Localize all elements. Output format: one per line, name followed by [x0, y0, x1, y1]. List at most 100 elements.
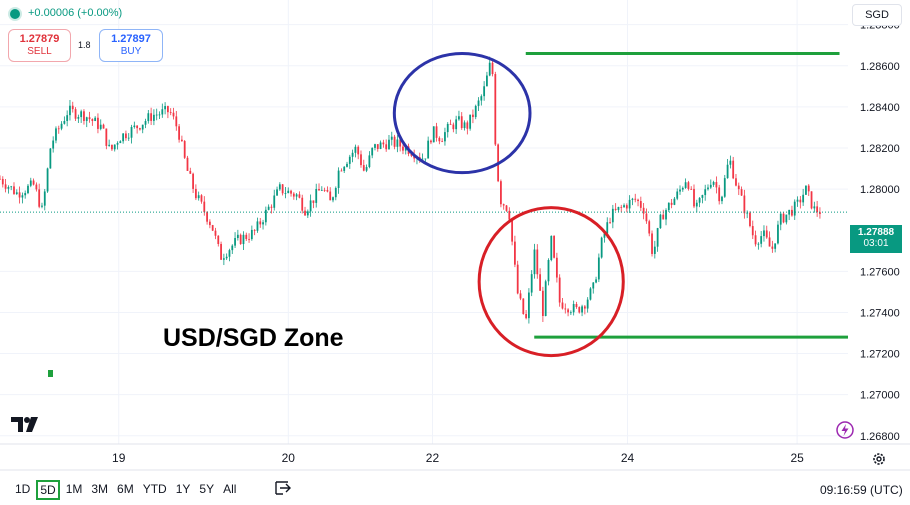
candle-body	[687, 182, 690, 189]
y-tick-label: 1.27400	[860, 307, 900, 319]
candle-body	[1, 178, 4, 185]
x-tick-label: 24	[621, 451, 635, 465]
candle-body	[231, 245, 234, 251]
candle-body	[463, 122, 466, 129]
candle-body	[625, 205, 628, 209]
x-axis[interactable]: 19 20 22 24 25	[112, 451, 804, 465]
candle-body	[586, 299, 589, 309]
candle-body	[597, 257, 600, 280]
range-button-ytd[interactable]: YTD	[142, 482, 167, 496]
candle-body	[421, 158, 424, 160]
candle-body	[304, 210, 306, 216]
gear-icon[interactable]	[871, 451, 887, 467]
candle-body	[673, 198, 676, 205]
candle-body	[502, 204, 505, 206]
candle-body	[228, 250, 231, 257]
buy-button[interactable]: 1.27897 BUY	[99, 29, 163, 62]
candle-body	[320, 189, 323, 191]
candle-body	[13, 186, 15, 194]
y-tick-label: 1.27000	[860, 390, 900, 402]
range-button-all[interactable]: All	[223, 482, 237, 496]
candle-body	[390, 136, 393, 140]
candle-body	[732, 160, 735, 179]
compare-icon[interactable]	[273, 480, 293, 498]
candle-body	[581, 306, 583, 313]
zone-circle[interactable]	[392, 51, 532, 175]
candle-body	[203, 201, 206, 213]
lightning-icon[interactable]	[836, 421, 854, 439]
tradingview-logo-icon[interactable]	[11, 417, 41, 433]
candle-body	[458, 116, 460, 120]
range-button-1d[interactable]: 1D	[15, 482, 31, 496]
candle-body	[477, 100, 480, 106]
candle-body	[167, 106, 169, 113]
candle-body	[527, 292, 530, 319]
candle-body	[312, 200, 315, 203]
candle-body	[35, 184, 38, 190]
candle-body	[469, 114, 472, 129]
zone-circle[interactable]	[477, 206, 625, 358]
range-button-5d[interactable]: 5D	[36, 480, 60, 500]
candle-body	[746, 212, 749, 214]
candle-body	[69, 105, 71, 116]
range-button-1y[interactable]: 1Y	[175, 482, 191, 496]
candle-body	[541, 290, 544, 316]
market-open-icon	[10, 9, 20, 19]
candle-body	[153, 114, 155, 121]
candle-body	[7, 187, 10, 189]
zone-circles	[392, 51, 625, 358]
range-button-3m[interactable]: 3M	[91, 482, 109, 496]
candle-body	[665, 210, 667, 220]
sell-button[interactable]: 1.27879 SELL	[8, 29, 71, 62]
candle-body	[659, 214, 662, 229]
y-tick-label: 1.28200	[860, 143, 900, 155]
candle-body	[606, 222, 609, 234]
candle-body	[737, 185, 740, 190]
candle-body	[533, 249, 536, 275]
candle-body	[18, 192, 21, 198]
clock[interactable]: 09:16:59 (UTC)	[820, 483, 903, 497]
candle-body	[721, 196, 723, 202]
candle-body	[74, 109, 77, 119]
candle-body	[357, 146, 360, 155]
candle-body	[757, 243, 760, 245]
candle-body	[617, 206, 620, 210]
candle-body	[183, 141, 186, 158]
candle-body	[813, 206, 816, 209]
candle-body	[343, 166, 346, 171]
candle-body	[186, 157, 189, 171]
candle-body	[206, 212, 208, 222]
range-button-1m[interactable]: 1M	[65, 482, 83, 496]
candle-body	[729, 160, 732, 165]
candle-body	[57, 128, 60, 130]
candle-body	[603, 233, 606, 238]
candle-body	[483, 86, 486, 97]
candle-body	[555, 257, 558, 278]
candle-body	[679, 189, 681, 192]
candle-body	[525, 313, 527, 319]
candle-body	[63, 120, 66, 124]
candle-body	[10, 186, 13, 188]
candle-body	[32, 180, 35, 185]
candle-body	[396, 139, 399, 147]
candle-body	[715, 182, 718, 188]
candle-body	[662, 214, 665, 220]
candle-body	[200, 195, 203, 202]
range-button-6m[interactable]: 6M	[117, 482, 134, 496]
candle-body	[323, 189, 326, 191]
candle-body	[749, 212, 751, 227]
candle-body	[698, 197, 701, 203]
y-axis[interactable]: 1.288001.286001.284001.282001.280001.276…	[860, 20, 900, 443]
candle-body	[250, 229, 253, 240]
candle-body	[83, 111, 85, 121]
candle-body	[494, 74, 497, 145]
candle-body	[807, 185, 810, 192]
candle-body	[449, 123, 452, 125]
candle-body	[547, 259, 550, 282]
candle-body	[455, 119, 458, 130]
currency-button[interactable]: SGD	[852, 4, 902, 26]
candle-body	[642, 207, 645, 214]
candle-body	[564, 308, 567, 310]
range-button-5y[interactable]: 5Y	[199, 482, 215, 496]
